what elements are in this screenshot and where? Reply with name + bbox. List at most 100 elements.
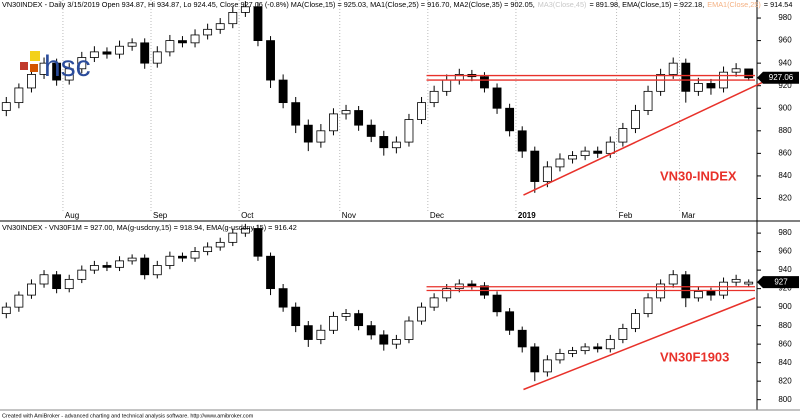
y-tick-label: 960: [778, 36, 792, 45]
x-tick-label: Sep: [153, 211, 168, 220]
candle-body: [266, 40, 275, 81]
candle-body: [253, 6, 263, 41]
last-price-box: [757, 71, 799, 84]
candle-body: [517, 130, 527, 152]
candle-body: [593, 150, 603, 154]
candle-body: [203, 246, 213, 253]
candle-body: [39, 62, 49, 75]
candle-body: [64, 278, 74, 290]
candle-body: [165, 255, 175, 266]
candle-body: [542, 166, 552, 182]
candle-body: [228, 12, 238, 25]
candle-body: [404, 320, 414, 340]
candle-body: [77, 57, 87, 70]
candle-body: [731, 278, 741, 283]
last-price-label: 927: [774, 277, 788, 286]
candle-body: [316, 130, 326, 143]
candle-body: [404, 119, 414, 143]
y-tick-label: 880: [778, 126, 792, 135]
candle-body: [379, 334, 389, 345]
candle-body: [127, 42, 137, 47]
candle-body: [693, 291, 703, 299]
candle-body: [391, 339, 401, 345]
candle-body: [442, 79, 452, 92]
candle-body: [429, 90, 439, 104]
candle-body: [681, 62, 691, 92]
y-tick-label: 840: [778, 171, 792, 180]
candle-body: [228, 232, 238, 243]
candle-body: [467, 283, 477, 287]
candle-body: [341, 313, 351, 317]
candle-body: [366, 124, 376, 137]
candle-body: [140, 257, 150, 276]
candle-body: [719, 281, 728, 296]
candle-body: [530, 346, 540, 373]
last-price-label: 927.06: [769, 73, 794, 82]
y-tick-label: 940: [778, 58, 792, 67]
candle-body: [240, 6, 250, 13]
candle-body: [643, 90, 653, 111]
candle-body: [102, 51, 112, 55]
candle-body: [115, 45, 124, 55]
logo-square: [30, 51, 40, 61]
y-tick-label: 880: [778, 321, 792, 330]
candle-body: [631, 313, 640, 329]
candle-body: [27, 283, 36, 296]
candle-body: [366, 325, 376, 336]
candle-body: [52, 274, 62, 290]
candle-body: [1, 306, 11, 315]
candle-body: [152, 265, 162, 276]
candle-body: [89, 265, 99, 271]
candle-body: [631, 110, 640, 129]
candle-body: [303, 124, 313, 143]
candle-body: [580, 150, 590, 157]
candle-body: [505, 311, 515, 331]
candle-body: [656, 74, 666, 92]
candle-body: [291, 102, 301, 126]
candle-body: [329, 315, 338, 331]
x-tick-label: Feb: [619, 211, 633, 220]
candle-body: [102, 265, 112, 268]
y-tick-label: 960: [778, 247, 792, 256]
candle-body: [215, 23, 225, 30]
header-segment: VN30INDEX - Daily 3/15/2019 Open 934.87,…: [2, 0, 535, 9]
candle-body: [517, 329, 527, 348]
x-tick-label: Aug: [65, 211, 79, 220]
candle-body: [744, 68, 754, 79]
candle-body: [278, 79, 288, 104]
candle-body: [1, 102, 11, 111]
candle-body: [492, 87, 502, 109]
candle-body: [266, 255, 275, 290]
candle-body: [64, 68, 74, 81]
candle-body: [39, 274, 49, 285]
candle-body: [127, 257, 137, 262]
x-tick-label: 2019: [518, 211, 536, 220]
candle-body: [152, 51, 162, 64]
candle-body: [190, 251, 200, 259]
candle-body: [593, 346, 603, 350]
candle-body: [605, 339, 615, 350]
candle-body: [329, 113, 338, 132]
panel-label: VN30-INDEX: [660, 168, 737, 183]
candle-body: [77, 269, 87, 280]
candle-body: [744, 281, 754, 285]
candle-body: [568, 350, 577, 354]
candle-body: [291, 306, 301, 327]
y-tick-label: 800: [778, 395, 792, 404]
candle-body: [618, 328, 628, 340]
candle-body: [27, 74, 36, 89]
candle-body: [580, 346, 590, 352]
candle-body: [429, 297, 439, 308]
panel-label: VN30F1903: [660, 349, 729, 364]
candle-body: [693, 83, 703, 92]
candle-body: [668, 62, 678, 75]
candle-body: [354, 110, 364, 126]
y-tick-label: 940: [778, 265, 792, 274]
trendline: [523, 297, 756, 391]
logo-square: [30, 64, 38, 72]
y-tick-label: 820: [778, 194, 792, 203]
y-tick-label: 860: [778, 148, 792, 157]
y-tick-label: 980: [778, 13, 792, 22]
candle-body: [618, 128, 628, 143]
